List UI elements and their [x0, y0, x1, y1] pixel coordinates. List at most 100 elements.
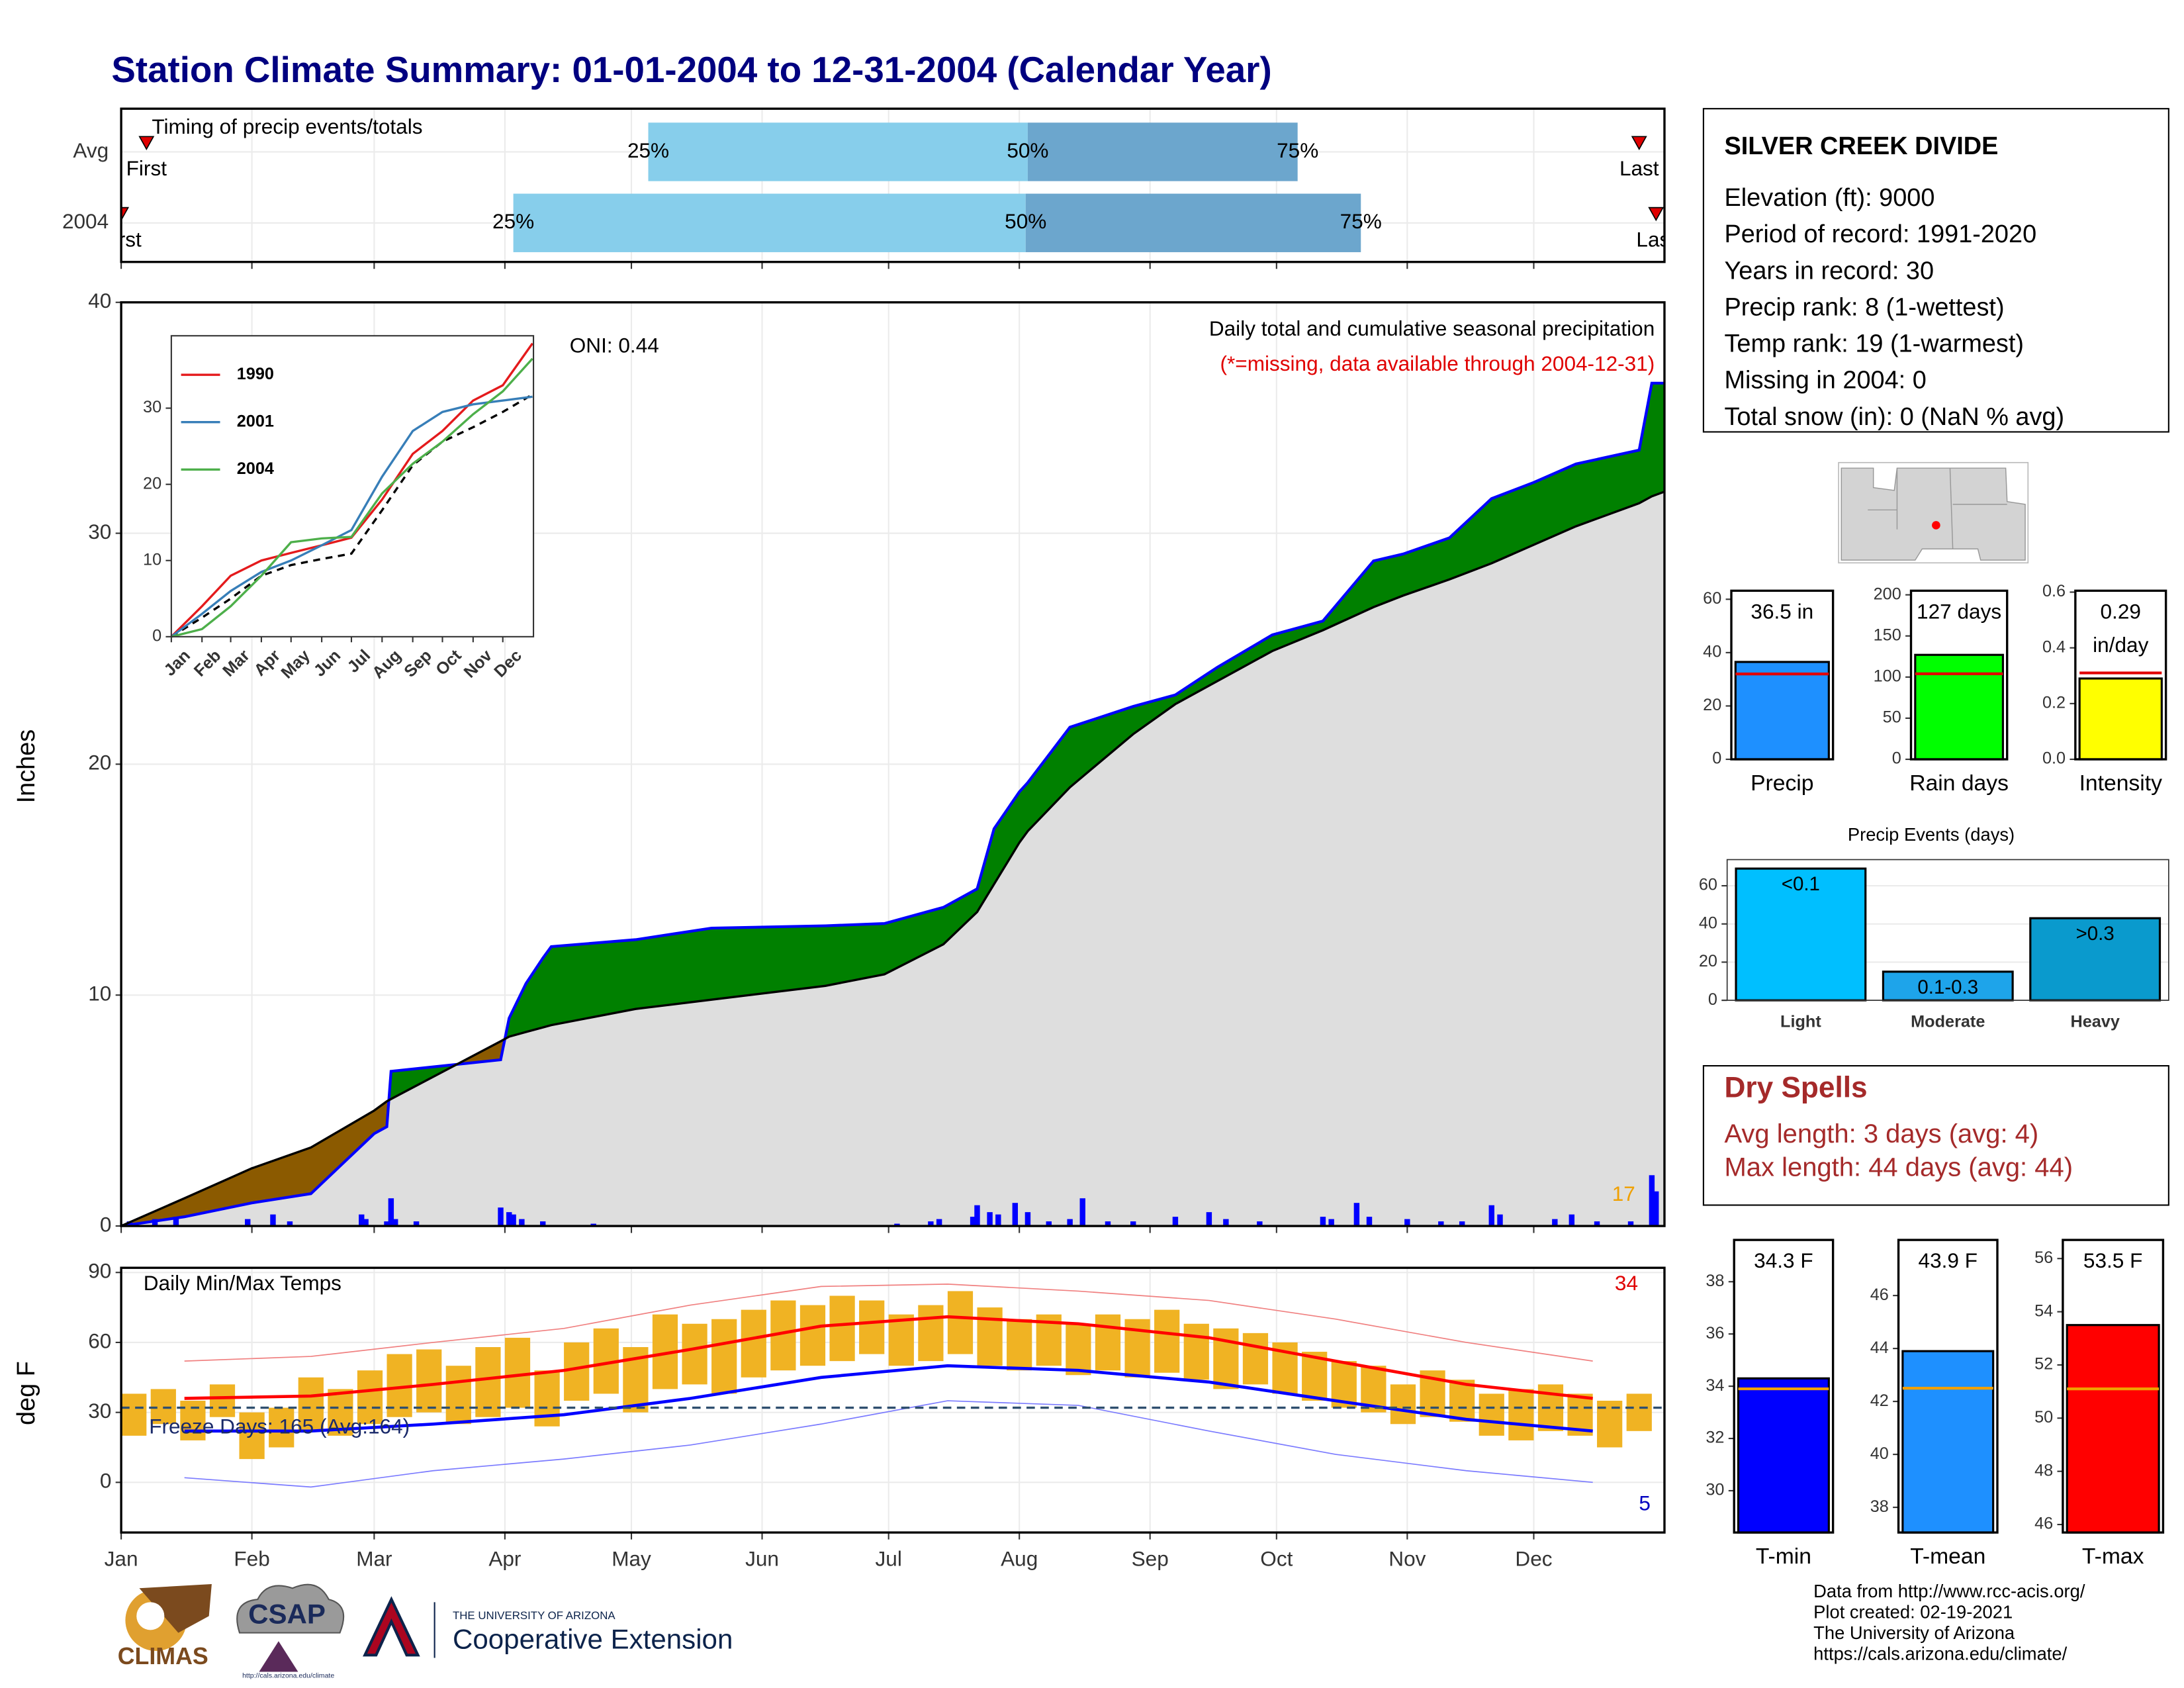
daily-bar: [173, 1217, 179, 1227]
min-count-label: 5: [1639, 1491, 1651, 1515]
y-tick-label: 30: [88, 520, 111, 543]
average-line: [170, 393, 533, 638]
station-detail: Period of record: 1991-2020: [1724, 220, 2036, 248]
event-marker: [1648, 207, 1664, 222]
bar: [1882, 970, 2014, 1002]
temp-range-bar: [682, 1323, 707, 1385]
legend-label: 2001: [237, 412, 274, 430]
footer-line: https://cals.arizona.edu/climate/: [1813, 1644, 2067, 1664]
logo-shape: [136, 1602, 165, 1630]
temp-range-bar: [445, 1366, 471, 1425]
panel-label: Timing of precip events/totals: [152, 115, 422, 138]
y-tick-label: 150: [1874, 626, 1901, 644]
event-label: Last: [1619, 156, 1659, 180]
footer-line: Data from http://www.rcc-acis.org/: [1813, 1581, 2085, 1601]
x-tick-label: Nov: [1388, 1547, 1426, 1571]
quantile-label: 25%: [492, 209, 534, 233]
daily-bar: [1366, 1217, 1373, 1227]
temp-range-bar: [1390, 1384, 1416, 1425]
temp-range-bar: [1154, 1309, 1180, 1373]
event-marker: [1631, 136, 1647, 150]
timing-bar: [1027, 122, 1298, 181]
temp-range-bar: [977, 1307, 1003, 1366]
value-label: 43.9 F: [1918, 1249, 1978, 1274]
chart-title: Precip Events (days): [1848, 824, 2015, 845]
y-tick-label: 54: [2034, 1301, 2053, 1320]
y-tick-label: 60: [1699, 876, 1717, 894]
daily-bar: [1552, 1219, 1558, 1227]
x-tick-label: Heavy: [2070, 1012, 2119, 1031]
event-label: First: [101, 227, 142, 251]
base-area: [121, 491, 1664, 1227]
x-tick-label: Dec: [1515, 1547, 1552, 1571]
y-tick-label: 38: [1706, 1272, 1724, 1290]
value-label-box: 127 days: [1917, 600, 2001, 624]
plot-frame: [120, 301, 1666, 1227]
daily-bar: [1257, 1221, 1263, 1227]
csap-logo: CSAP http://cals.arizona.edu/climate: [236, 1583, 345, 1680]
x-tick-label: Jul: [876, 1547, 902, 1571]
bar: [2066, 1324, 2160, 1534]
daily-bar: [987, 1212, 993, 1227]
logo-text: CSAP: [248, 1598, 326, 1629]
x-tick-label: Mar: [356, 1547, 392, 1571]
x-axis-label: Precip: [1751, 771, 1813, 796]
daily-bar: [1012, 1203, 1019, 1227]
daily-bar: [1627, 1221, 1634, 1227]
daily-bar: [974, 1205, 980, 1227]
y-tick-label: 20: [88, 751, 111, 774]
cumulative-line: [121, 491, 1664, 1227]
temp-range-bar: [564, 1342, 590, 1401]
daily-bar: [1438, 1221, 1444, 1227]
y-tick-label: 0.4: [2042, 637, 2066, 656]
legend-label: 2004: [237, 459, 274, 478]
value-label: 0.29 in/day: [2093, 600, 2149, 658]
temp-range-bar: [209, 1384, 236, 1417]
y-tick-label: 0: [100, 1212, 112, 1236]
temp-range-bar: [1626, 1393, 1652, 1431]
daily-bar: [363, 1219, 369, 1227]
chart-title: Daily Min/Max Temps: [144, 1271, 341, 1295]
logo-shape: [236, 1583, 345, 1634]
x-tick-label: Jan: [105, 1547, 138, 1571]
x-tick-label: Apr: [488, 1547, 521, 1571]
timing-bar: [1025, 193, 1361, 252]
daily-bar: [1653, 1191, 1659, 1227]
daily-bar: [270, 1214, 276, 1227]
y-axis-title: Inches: [13, 729, 40, 804]
daily-bar: [1488, 1205, 1494, 1227]
y-tick-label: 0.2: [2042, 694, 2066, 712]
logo-text: Cooperative Extension: [453, 1623, 733, 1654]
ua-logo: THE UNIVERSITY OF ARIZONA Cooperative Ex…: [363, 1596, 733, 1658]
value-label-box: 0.29 in/day: [2093, 600, 2149, 658]
y-tick-label: 30: [88, 1399, 111, 1423]
temp-range-bar: [475, 1347, 501, 1417]
daily-bar: [384, 1221, 390, 1227]
x-tick-label: Aug: [1001, 1547, 1038, 1571]
y-tick-label: 0: [152, 627, 161, 645]
bar: [1737, 1377, 1830, 1534]
daily-bar: [1130, 1221, 1136, 1227]
daily-bar: [1172, 1217, 1179, 1227]
value-label-box: 53.5 F: [2083, 1249, 2143, 1274]
station-detail: Missing in 2004: 0: [1724, 367, 1926, 395]
daily-bar: [1328, 1219, 1334, 1227]
event-label: First: [126, 156, 167, 180]
x-tick-label: Jun: [745, 1547, 779, 1571]
value-label: 36.5 in: [1751, 600, 1814, 624]
y-tick-label: 48: [2034, 1461, 2053, 1479]
x-axis-label: T-mean: [1910, 1544, 1985, 1569]
y-tick-label: 0: [1712, 749, 1721, 768]
daily-bar: [1594, 1221, 1600, 1227]
station-dot: [1932, 521, 1940, 530]
temp-range-bar: [1007, 1319, 1032, 1371]
quantile-label: 75%: [1340, 209, 1382, 233]
logo-url: http://cals.arizona.edu/climate: [242, 1672, 334, 1680]
value-label: 53.5 F: [2083, 1249, 2143, 1274]
temp-range-bar: [150, 1389, 176, 1425]
logo-text: THE UNIVERSITY OF ARIZONA: [453, 1609, 615, 1622]
plot-area: [121, 1284, 1664, 1488]
footer-line: The University of Arizona: [1813, 1622, 2015, 1643]
